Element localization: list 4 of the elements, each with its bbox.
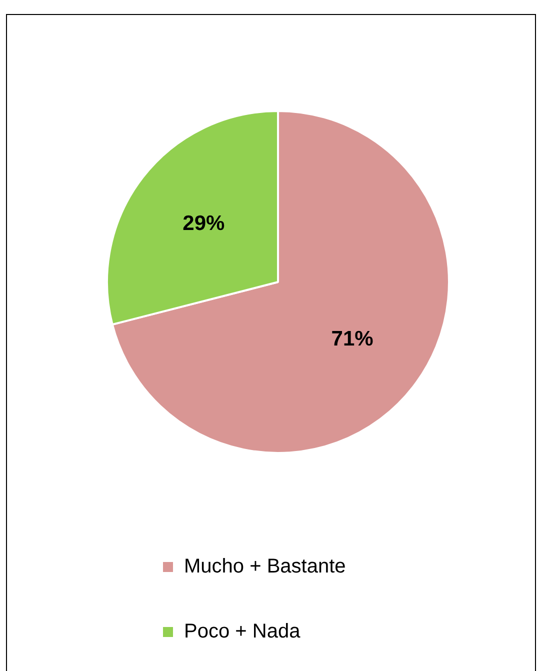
data-label: 71%: [331, 327, 374, 350]
data-label: 29%: [182, 212, 226, 236]
legend-label: Mucho + Bastante: [184, 556, 346, 578]
legend-label: Poco + Nada: [184, 620, 302, 643]
